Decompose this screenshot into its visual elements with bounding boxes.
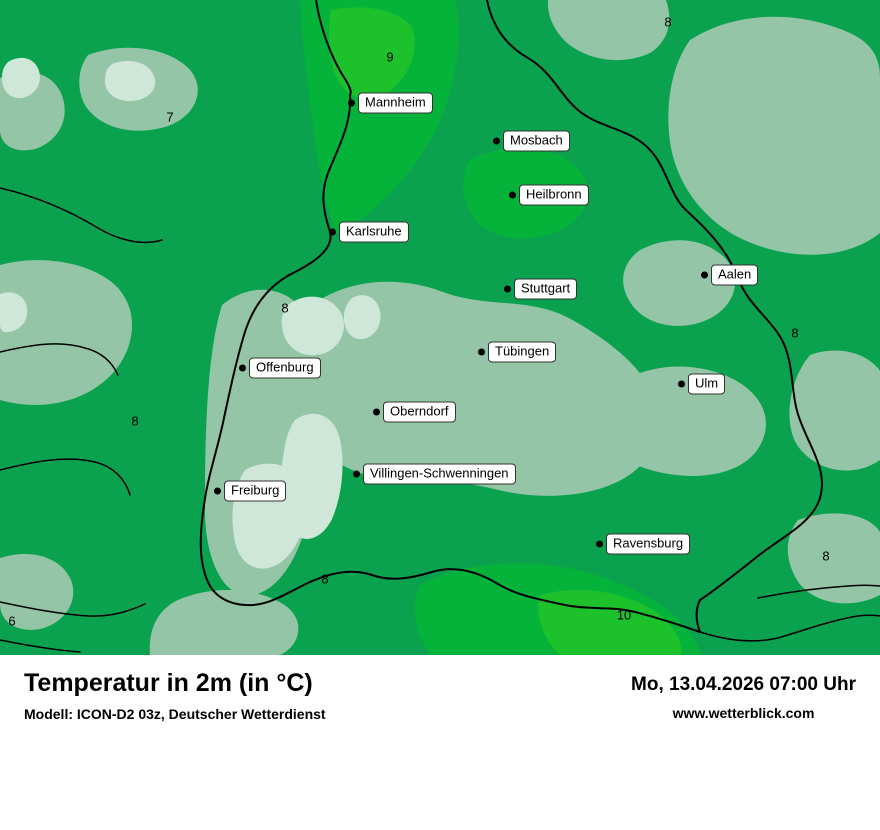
region-sage-alb [285, 281, 659, 496]
state-border-west-south [199, 0, 701, 633]
border-austria [699, 614, 880, 642]
region-sage-south1 [149, 589, 299, 655]
region-sage-south2 [0, 553, 74, 630]
region-bright-heilbronn [463, 148, 588, 239]
region-mint-3 [343, 295, 381, 340]
forecast-datetime: Mo, 13.04.2026 07:00 Uhr [631, 674, 856, 695]
region-sage-southeast [787, 513, 880, 604]
map-canvas [0, 0, 880, 655]
border-switzerland-2 [0, 639, 81, 653]
region-sage-east [789, 350, 880, 471]
footer-header-row: Temperatur in 2m (in °C) Modell: ICON-D2… [0, 655, 880, 722]
region-sage-west1 [0, 260, 133, 405]
border-france-2 [0, 343, 119, 376]
region-mint-1 [281, 296, 344, 356]
region-mint-4 [2, 57, 40, 99]
region-sage-northeast [668, 16, 880, 255]
temperature-map: 9 8 7 8 8 8 8 10 6 8 Mannheim Mosbach Heilbronn Karl… [0, 0, 880, 655]
region-bright-rhine-core [328, 7, 415, 99]
footer-right: Mo, 13.04.2026 07:00 Uhr www.wetterblick… [631, 669, 856, 721]
region-mint-5 [104, 60, 156, 102]
map-title: Temperatur in 2m (in °C) [24, 669, 313, 697]
region-sage-aalen [623, 240, 735, 326]
website-label: www.wetterblick.com [672, 705, 815, 721]
border-france-3 [0, 458, 131, 496]
region-sage-north [547, 0, 670, 61]
state-border-east [486, 0, 823, 633]
border-bavaria-south [757, 584, 880, 599]
region-mint-7 [0, 292, 28, 333]
border-france-1 [0, 187, 163, 244]
footer: Temperatur in 2m (in °C) Modell: ICON-D2… [0, 655, 880, 830]
footer-left: Temperatur in 2m (in °C) Modell: ICON-D2… [24, 669, 326, 722]
border-switzerland-1 [0, 601, 146, 617]
model-info: Modell: ICON-D2 03z, Deutscher Wetterdie… [24, 706, 326, 722]
